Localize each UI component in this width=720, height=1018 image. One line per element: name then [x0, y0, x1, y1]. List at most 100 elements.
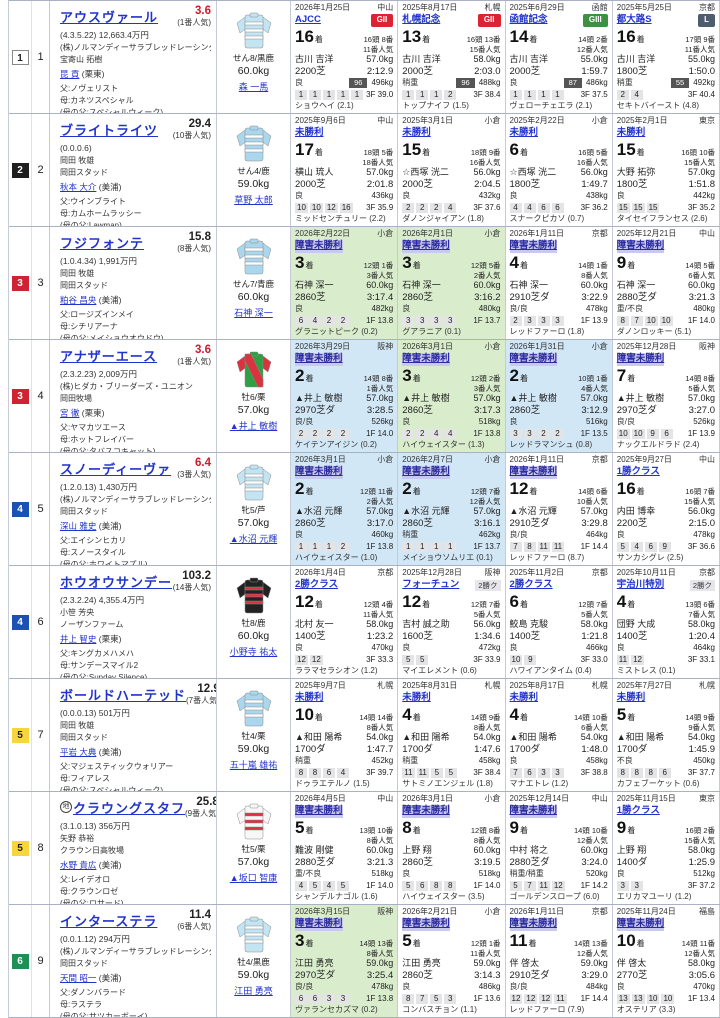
race-popularity: 12番人気	[684, 948, 715, 958]
jockey-link[interactable]: 小野寺 祐太	[229, 647, 278, 657]
jockey-link[interactable]: ▲水沼 元輝	[229, 534, 278, 544]
corner-position: 6	[537, 202, 550, 213]
trainer-link[interactable]: 秋本 大介	[60, 182, 97, 193]
race-name-link[interactable]: 未勝利	[402, 692, 431, 704]
owner-name: 小笹 芳央	[60, 608, 95, 618]
corner-position: 10	[509, 654, 523, 665]
trainer-link[interactable]: 宮 徹	[60, 408, 80, 419]
race-name-link[interactable]: 障害未勝利	[295, 240, 343, 253]
race-name-link[interactable]: 障害未勝利	[616, 240, 665, 253]
horse-name-link[interactable]: アナザーエース	[60, 348, 158, 364]
final-furlong-time: 3F 33.3	[366, 654, 394, 664]
race-carried-weight: 56.0kg	[687, 506, 715, 517]
race-name-link[interactable]: 障害未勝利	[402, 918, 450, 931]
race-name-link[interactable]: 1勝クラス	[616, 466, 660, 478]
horse-name-link[interactable]: ボールドハーテッド	[60, 687, 187, 703]
trainer-link[interactable]: 昆 貢	[60, 69, 80, 80]
race-carried-weight: 57.0kg	[687, 167, 715, 178]
race-name-link[interactable]: 障害未勝利	[509, 918, 558, 931]
race-name-link[interactable]: 障害未勝利	[402, 240, 450, 253]
corner-position: 2	[509, 315, 522, 326]
race-result-cell: 2025年9月7日 札幌 未勝利 10 着 14頭 14番 8番人気 ▲和田 陽…	[291, 679, 399, 791]
odds-value: 15.8	[188, 231, 211, 243]
trainer-link[interactable]: 水野 貴広	[60, 860, 97, 871]
race-result-cell: 2025年11月2日 京都 2勝クラス 6 着 12頭 7番 5番人気 鮫島 克…	[505, 566, 613, 678]
track-condition: 重/不良	[295, 869, 322, 879]
corner-position: 13	[616, 993, 630, 1004]
race-name-link[interactable]: 障害未勝利	[616, 353, 665, 366]
corner-position: 12	[539, 993, 553, 1004]
race-date: 2026年2月1日	[402, 229, 453, 238]
race-name-link[interactable]: 未勝利	[509, 692, 539, 704]
race-name-link[interactable]: 障害未勝利	[509, 240, 558, 253]
horse-name-link[interactable]: フジフォンテ	[60, 235, 145, 251]
jockey-link[interactable]: 五十嵐 雄祐	[229, 760, 278, 770]
jockey-link[interactable]: 草野 太郎	[234, 195, 273, 205]
race-name-link[interactable]: AJCC	[295, 14, 321, 26]
corner-position: 10	[309, 202, 323, 213]
race-name-link[interactable]: 未勝利	[509, 127, 539, 139]
final-furlong-time: 3F 38.4	[473, 767, 501, 777]
corner-position: 2	[309, 428, 321, 439]
race-name-link[interactable]: 2勝クラス	[509, 579, 553, 591]
corner-position: 3	[430, 315, 443, 326]
trainer-link[interactable]: 深山 雅史	[60, 521, 97, 532]
race-name-link[interactable]: 未勝利	[402, 127, 431, 139]
finish-position-suffix: 着	[519, 148, 528, 158]
horse-name-link[interactable]: ホウオウサンデー	[60, 574, 173, 590]
race-name-link[interactable]: 障害未勝利	[295, 805, 343, 818]
trainer-line: 宮 徹 (栗東)	[60, 407, 211, 420]
horse-name-link[interactable]: ブライトライツ	[60, 122, 159, 138]
horse-name-link[interactable]: スノーディーヴァ	[60, 461, 172, 477]
race-result-cell: 2026年1月11日 京都 障害未勝利 12 着 14頭 6番 10番人気 ▲水…	[505, 453, 613, 565]
jockey-link[interactable]: 江田 勇亮	[234, 986, 273, 996]
race-name-link[interactable]: 障害未勝利	[509, 466, 558, 479]
race-name-link[interactable]: 障害未勝利	[295, 353, 343, 366]
race-name-link[interactable]: 障害未勝利	[402, 805, 450, 818]
race-name-link[interactable]: 1勝クラス	[616, 805, 660, 817]
trainer-link[interactable]: 井上 智史	[60, 634, 97, 645]
trainer-region: (栗東)	[81, 69, 105, 80]
race-distance: 2860芝	[402, 291, 433, 303]
race-date: 2026年4月5日	[295, 794, 346, 803]
trainer-link[interactable]: 粕谷 昌央	[60, 295, 97, 306]
jockey-link[interactable]: ▲坂口 智康	[229, 873, 278, 883]
race-name-link[interactable]: 障害未勝利	[295, 466, 343, 479]
race-name-link[interactable]: 障害未勝利	[509, 353, 558, 366]
race-carried-weight: 54.0kg	[687, 732, 715, 743]
horse-name-link[interactable]: アウスヴァール	[60, 9, 159, 25]
race-name-link[interactable]: 未勝利	[295, 692, 324, 704]
race-name-link[interactable]: 障害未勝利	[295, 918, 343, 931]
trainer-link[interactable]: 天間 昭一	[60, 973, 97, 984]
race-name-link[interactable]: フォーチュン	[402, 579, 460, 591]
race-name-link[interactable]: 函館記念	[509, 14, 548, 26]
corner-position: 3	[323, 993, 335, 1004]
race-name-link[interactable]: 未勝利	[295, 127, 324, 139]
race-date: 2026年2月21日	[402, 907, 458, 916]
race-name-link[interactable]: 宇治川特別	[616, 579, 665, 591]
corner-position: 8	[523, 541, 536, 552]
finish-position-suffix: 着	[305, 261, 314, 271]
winner-margin: レッドファーロ (8.7)	[509, 552, 585, 562]
jockey-link[interactable]: ▲井上 敏樹	[229, 421, 278, 431]
race-jockey: 石神 深一	[616, 280, 656, 291]
corner-position: 11	[554, 993, 567, 1004]
horse-name-link[interactable]: クラウングスタフ	[73, 800, 186, 816]
race-name-link[interactable]: 札幌記念	[402, 14, 441, 26]
race-name-link[interactable]: 障害未勝利	[509, 805, 558, 818]
race-name-link[interactable]: 未勝利	[616, 692, 646, 704]
final-furlong-time: 1F 14.4	[580, 541, 608, 551]
popularity-label: (9番人気)	[185, 809, 217, 819]
race-name-link[interactable]: 2勝クラス	[295, 579, 339, 591]
corner-position: 2	[537, 428, 550, 439]
race-name-link[interactable]: 未勝利	[616, 127, 646, 139]
race-name-link[interactable]: 障害未勝利	[402, 353, 450, 366]
race-name-link[interactable]: 障害未勝利	[402, 466, 450, 479]
jockey-link[interactable]: 石神 深一	[234, 308, 273, 318]
horse-name-link[interactable]: インターステラ	[60, 913, 158, 929]
race-name-link[interactable]: 障害未勝利	[616, 918, 665, 931]
jockey-link[interactable]: 森 一馬	[238, 82, 269, 92]
final-furlong-time: 1F 13.8	[366, 993, 394, 1003]
trainer-link[interactable]: 平岩 大典	[60, 747, 97, 758]
race-name-link[interactable]: 都大路S	[616, 14, 652, 26]
